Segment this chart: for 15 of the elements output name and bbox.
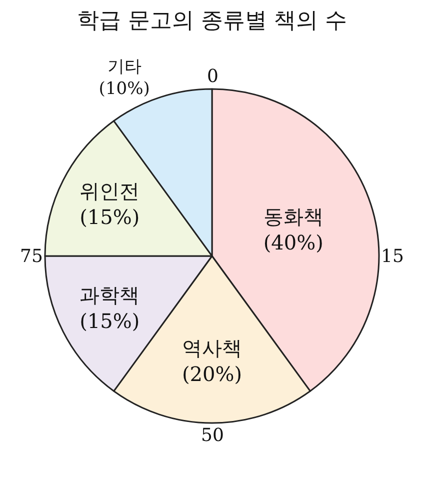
slice-label: 위인전 (80, 178, 140, 203)
data-label: (15%) (80, 309, 140, 334)
slice-label: 동화책 (263, 204, 324, 229)
slice-label: 기타 (107, 57, 142, 78)
text: 50 (201, 425, 224, 446)
text: 0 (207, 66, 218, 87)
data-label: (10%) (98, 79, 150, 100)
slice-label: 역사책 (182, 336, 242, 360)
text: 75 (20, 246, 43, 267)
slice-label: 과학책 (80, 283, 140, 308)
data-label: (15%) (80, 204, 140, 229)
text: 15 (381, 246, 404, 267)
data-label: (40%) (263, 230, 324, 255)
data-label: (20%) (182, 362, 242, 386)
chart-title: 학급 문고의 종류별 책의 수 (77, 8, 347, 34)
